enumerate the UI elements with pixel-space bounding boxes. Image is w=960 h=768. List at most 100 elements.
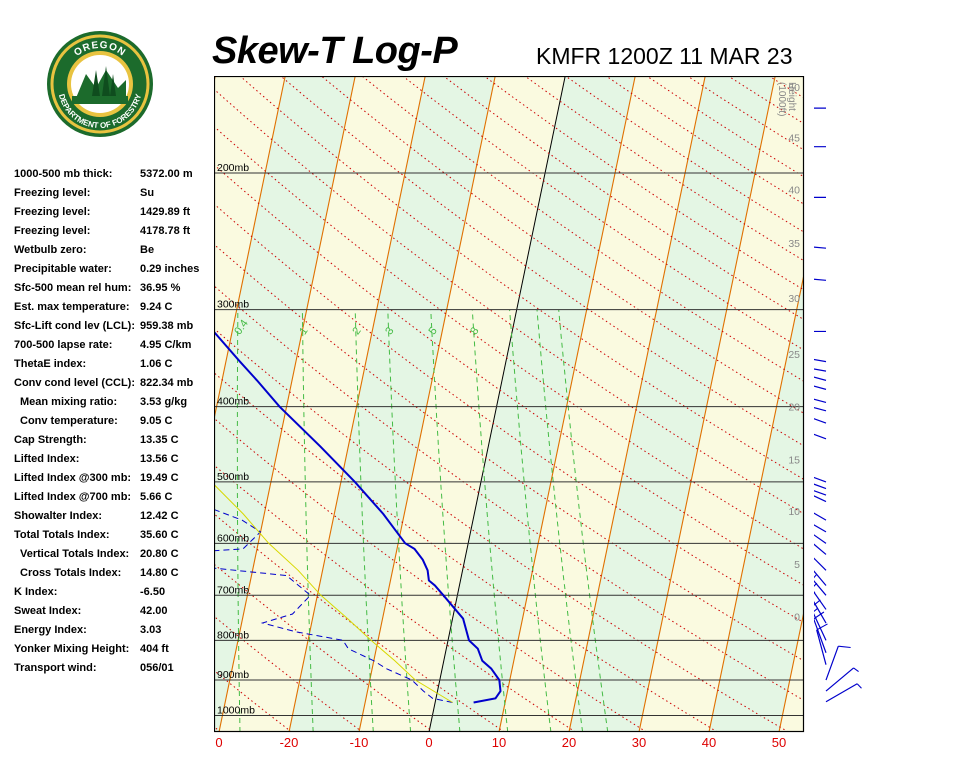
temperature-tick-label: 20 (562, 735, 576, 750)
wind-barb (814, 611, 827, 653)
isotherm-line (778, 608, 804, 732)
height-axis-title: Height (786, 82, 797, 111)
index-value: 404 ft (140, 643, 169, 655)
wind-barb-shaft (814, 476, 827, 483)
index-label: Mean mixing ratio: (20, 396, 118, 408)
temperature-tick-label: 30 (632, 735, 646, 750)
index-label: Total Totals Index: (14, 529, 110, 541)
index-label: Est. max temperature: (14, 301, 130, 313)
isobar-label: 400mb (217, 396, 249, 408)
index-row: Transport wind: 056/01 (14, 662, 214, 681)
wind-barb-shaft (814, 433, 827, 440)
index-row: Lifted Index: 13.56 C (14, 453, 214, 472)
wind-barb-feather (814, 611, 825, 620)
index-value: 4178.78 ft (140, 225, 191, 237)
index-value: 1.06 C (140, 358, 173, 370)
index-label: Yonker Mixing Height: (14, 643, 130, 655)
wind-barb (825, 667, 859, 692)
index-value: 056/01 (140, 662, 174, 674)
index-value: 959.38 mb (140, 320, 194, 332)
mixing-ratio-label: 8 (468, 325, 481, 337)
index-value: 5372.00 m (140, 168, 193, 180)
mixing-ratio-line (471, 309, 509, 732)
index-label: Sfc-500 mean rel hum: (14, 282, 132, 294)
wind-barb (814, 407, 827, 412)
isobar-label: 900mb (217, 669, 249, 681)
wind-barb-shaft (814, 580, 827, 596)
oregon-department-of-forestry-logo: OREGON DEPARTMENT OF FORESTRY (46, 30, 154, 138)
wind-barb (814, 146, 826, 148)
wind-barb-half-feather (814, 607, 819, 613)
wind-barb-shaft (814, 407, 827, 412)
index-value: 13.56 C (140, 453, 179, 465)
index-label: ThetaE index: (14, 358, 87, 370)
index-row: K Index: -6.50 (14, 586, 214, 605)
wind-barb-shaft (814, 543, 827, 555)
wind-barb-shaft (814, 385, 827, 390)
wind-barb (814, 524, 827, 533)
wind-barb (814, 490, 827, 496)
height-tick-label: 35 (788, 238, 800, 250)
index-row: Total Totals Index: 35.60 C (14, 529, 214, 548)
index-row: Cap Strength: 13.35 C (14, 434, 214, 453)
wind-barb-shaft (814, 376, 827, 381)
index-row: 1000-500 mb thick: 5372.00 m (14, 168, 214, 187)
isotherm-band (639, 76, 804, 732)
wind-barb (814, 376, 827, 381)
wind-barb (814, 368, 827, 372)
isotherm-line (218, 76, 356, 732)
wind-barb-shaft (814, 495, 827, 503)
wind-barb-shaft (814, 557, 827, 571)
isotherm-bands (214, 76, 804, 732)
mixing-ratio-label: 3 (383, 325, 396, 337)
isotherm-line (638, 76, 776, 732)
index-label: Lifted Index @300 mb: (14, 472, 132, 484)
isobar-label: 500mb (217, 471, 249, 483)
isotherm-band (499, 76, 706, 732)
wind-barb-half-feather (853, 667, 859, 673)
wind-barb (814, 398, 827, 403)
isotherm-line (708, 271, 804, 732)
index-row: Conv temperature: 9.05 C (14, 415, 214, 434)
wind-barb (825, 683, 862, 703)
wind-barb (814, 512, 827, 521)
height-tick-label: 15 (788, 455, 800, 467)
index-row: Freezing level: 1429.89 ft (14, 206, 214, 225)
wind-barb-feather (814, 582, 818, 587)
index-row: Lifted Index @700 mb: 5.66 C (14, 491, 214, 510)
isotherm-band (359, 76, 566, 732)
wind-barb (814, 107, 826, 109)
wind-barb-shaft (816, 629, 827, 665)
index-label: Showalter Index: (14, 510, 103, 522)
wind-barb (814, 483, 827, 490)
isobar-lines: 200mb 300mb 400mb 500mb 600mb 700mb 800mb 900mb… (214, 162, 804, 717)
index-row: Sfc-Lift cond lev (LCL): 959.38 mb (14, 320, 214, 339)
wind-barb-feather (814, 574, 817, 579)
wind-barb-shaft (814, 613, 827, 641)
index-label: Conv cond level (CCL): (14, 377, 136, 389)
index-label: Sweat Index: (14, 605, 82, 617)
index-label: Cross Totals Index: (20, 567, 122, 579)
index-value: 14.80 C (140, 567, 179, 579)
index-row: Freezing level: 4178.78 ft (14, 225, 214, 244)
wind-barb-shaft (814, 368, 827, 372)
wind-barb-shaft (825, 667, 854, 692)
height-tick-label: 30 (788, 293, 800, 305)
wind-barb-shaft (814, 278, 827, 281)
index-label: Transport wind: (14, 662, 97, 674)
index-row: Cross Totals Index: 14.80 C (14, 567, 214, 586)
chart-title: Skew-T Log-P (212, 30, 458, 72)
index-row: Conv cond level (CCL): 822.34 mb (14, 377, 214, 396)
height-tick-label: 40 (788, 184, 800, 196)
wind-barb-shaft (814, 483, 827, 490)
isobar-label: 600mb (217, 532, 249, 544)
index-row: 700-500 lapse rate: 4.95 C/km (14, 339, 214, 358)
wind-barb (814, 534, 827, 544)
wind-barb (814, 582, 827, 624)
height-axis-title: (1000ft) (776, 82, 787, 116)
wind-barb (814, 495, 827, 503)
isotherm-line (428, 76, 566, 732)
index-label: Freezing level: (14, 206, 91, 218)
wind-barb (814, 433, 827, 440)
height-tick-label: 10 (788, 506, 800, 518)
